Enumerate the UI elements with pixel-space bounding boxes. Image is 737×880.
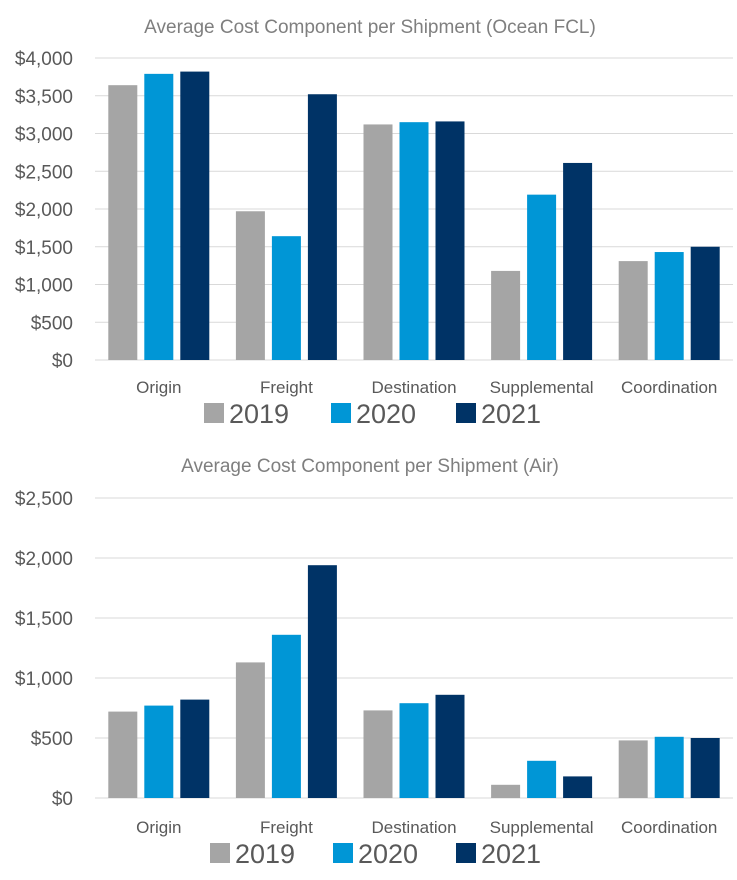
bar-destination-2021	[435, 694, 465, 798]
y-tick-label: $1,500	[15, 609, 73, 630]
bar-coordination-2021	[690, 246, 720, 360]
category-label: Supplemental	[490, 378, 594, 397]
category-label: Origin	[136, 378, 181, 397]
air-chart-svg: Average Cost Component per Shipment (Air…	[15, 456, 733, 869]
y-tick-label: $0	[52, 789, 73, 810]
y-tick-label: $3,000	[15, 125, 73, 146]
legend-label: 2019	[235, 839, 295, 869]
category-label: Coordination	[621, 818, 717, 837]
y-tick-label: $1,000	[15, 276, 73, 297]
bar-freight-2021	[307, 565, 337, 798]
category-label: Freight	[260, 378, 313, 397]
legend-swatch-2021	[456, 403, 476, 423]
y-tick-label: $500	[31, 729, 73, 750]
y-tick-label: $4,000	[15, 49, 73, 70]
bar-origin-2019	[108, 85, 138, 361]
legend-swatch-2021	[456, 843, 476, 863]
bar-freight-2020	[271, 634, 301, 798]
y-tick-label: $2,000	[15, 200, 73, 221]
legend-swatch-2020	[331, 403, 351, 423]
bar-freight-2019	[235, 662, 265, 798]
bar-destination-2021	[435, 121, 465, 360]
y-tick-label: $2,500	[15, 162, 73, 183]
chart-title: Average Cost Component per Shipment (Oce…	[144, 17, 596, 38]
ocean-fcl-chart: Average Cost Component per Shipment (Oce…	[0, 0, 737, 437]
y-tick-label: $500	[31, 313, 73, 334]
bar-destination-2020	[399, 122, 429, 360]
bar-freight-2020	[271, 236, 301, 360]
bar-origin-2020	[144, 705, 174, 798]
category-label: Supplemental	[490, 818, 594, 837]
legend-swatch-2020	[333, 843, 353, 863]
category-label: Destination	[371, 378, 456, 397]
chart-title: Average Cost Component per Shipment (Air…	[181, 456, 559, 477]
category-label: Freight	[260, 818, 313, 837]
legend-label: 2020	[356, 399, 416, 429]
bar-supplemental-2020	[527, 194, 557, 360]
bar-destination-2020	[399, 703, 429, 798]
bar-destination-2019	[363, 710, 393, 798]
y-tick-label: $3,500	[15, 87, 73, 108]
bar-origin-2019	[108, 711, 138, 798]
legend-label: 2021	[481, 399, 541, 429]
bar-supplemental-2020	[527, 760, 557, 798]
legend-label: 2019	[229, 399, 289, 429]
bar-supplemental-2021	[563, 162, 593, 360]
bar-coordination-2021	[690, 738, 720, 798]
y-tick-label: $2,000	[15, 549, 73, 570]
legend-swatch-2019	[204, 403, 224, 423]
ocean-fcl-chart-svg: Average Cost Component per Shipment (Oce…	[15, 17, 733, 429]
bar-supplemental-2021	[563, 776, 593, 798]
bar-supplemental-2019	[491, 784, 521, 798]
bar-coordination-2019	[618, 740, 648, 798]
y-tick-label: $2,500	[15, 489, 73, 510]
bar-origin-2021	[180, 699, 210, 798]
legend-label: 2020	[358, 839, 418, 869]
bar-origin-2021	[180, 71, 210, 360]
y-tick-label: $1,000	[15, 669, 73, 690]
bar-coordination-2019	[618, 261, 648, 360]
y-tick-label: $0	[52, 351, 73, 372]
category-label: Destination	[371, 818, 456, 837]
bar-coordination-2020	[654, 736, 684, 798]
bar-supplemental-2019	[491, 270, 521, 360]
bar-freight-2021	[307, 94, 337, 361]
bar-destination-2019	[363, 124, 393, 360]
bar-origin-2020	[144, 73, 174, 360]
legend-label: 2021	[481, 839, 541, 869]
bar-coordination-2020	[654, 252, 684, 360]
air-chart: Average Cost Component per Shipment (Air…	[0, 437, 737, 875]
category-label: Coordination	[621, 378, 717, 397]
category-label: Origin	[136, 818, 181, 837]
y-tick-label: $1,500	[15, 238, 73, 259]
bar-freight-2019	[235, 211, 265, 360]
legend-swatch-2019	[210, 843, 230, 863]
